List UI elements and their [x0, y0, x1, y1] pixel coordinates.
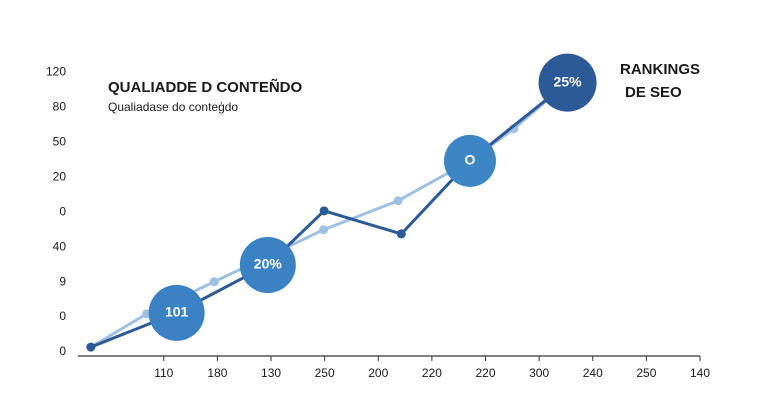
y-tick-label: 9 — [59, 274, 66, 288]
y-tick-label: 80 — [53, 100, 67, 114]
bubble-label: 25% — [554, 73, 583, 89]
x-tick-label: 250 — [636, 366, 656, 380]
bubble — [239, 237, 296, 294]
point — [319, 206, 329, 216]
x-tick-label: 140 — [690, 366, 710, 380]
point — [86, 342, 96, 352]
chart-subtitle: Qualiadase do conteģdo — [108, 100, 238, 114]
bubble — [443, 134, 496, 187]
point — [319, 225, 329, 235]
y-tick-label: 0 — [59, 309, 66, 323]
side-title: RANKINGS — [620, 61, 700, 78]
x-tick-label: 240 — [583, 366, 603, 380]
bubble — [538, 53, 597, 112]
y-tick-label: 0 — [59, 344, 66, 358]
x-tick-label: 220 — [476, 366, 496, 380]
x-tick-label: 110 — [154, 366, 173, 380]
bubble — [148, 284, 205, 341]
bubble-label: 20% — [254, 256, 283, 272]
point — [393, 196, 403, 206]
x-tick-label: 250 — [315, 366, 335, 380]
chart-title: QUALIADDE D CONTEÑDO — [108, 78, 302, 96]
x-tick-label: 130 — [261, 366, 281, 380]
x-tick-label: 300 — [529, 366, 549, 380]
x-tick-label: 200 — [368, 366, 388, 380]
bubble-label: 101 — [165, 304, 189, 320]
point — [209, 277, 219, 287]
bubble-label: O — [465, 152, 476, 168]
x-tick-label: 180 — [207, 366, 227, 380]
y-tick-label: 40 — [53, 239, 67, 253]
point — [396, 229, 406, 239]
y-tick-label: 50 — [53, 135, 67, 149]
y-tick-label: 0 — [59, 204, 66, 218]
y-tick-label: 120 — [46, 65, 66, 79]
x-tick-label: 220 — [422, 366, 442, 380]
y-tick-label: 20 — [53, 169, 67, 183]
side-title: DE SEO — [625, 84, 682, 101]
